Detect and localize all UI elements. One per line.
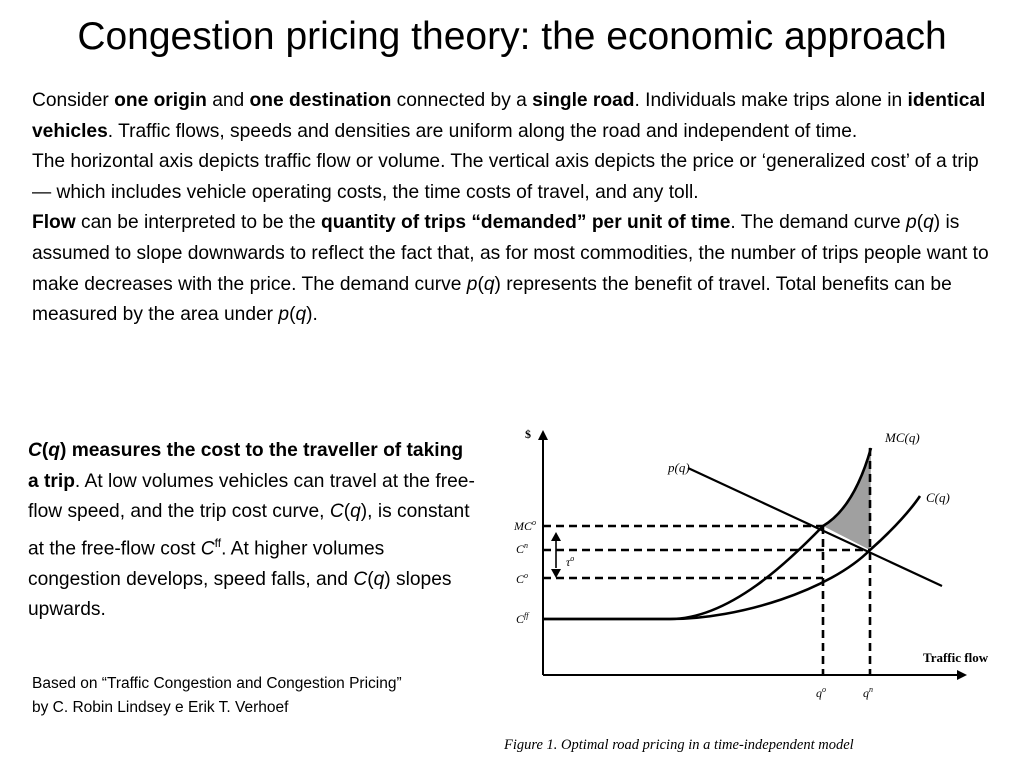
cn-tick-label: Cn xyxy=(516,541,528,556)
toll-arrow-head-top xyxy=(551,532,561,541)
toll-label: τo xyxy=(566,554,574,569)
source-citation: Based on “Traffic Congestion and Congest… xyxy=(32,675,402,716)
intro-paragraph-1: Consider one origin and one destination … xyxy=(32,90,986,142)
demand-curve xyxy=(687,467,943,587)
x-axis-label: Traffic flow xyxy=(923,650,989,665)
demand-label: p(q) xyxy=(667,460,690,475)
cost-label: C(q) xyxy=(926,490,950,505)
co-tick-label: Co xyxy=(516,571,528,586)
qo-tick-label: qo xyxy=(816,685,826,700)
road-pricing-figure: $ p(q) MC(q) C(q) MCo Cn Co Cff τo qo qn… xyxy=(500,420,1010,765)
slide-title: Congestion pricing theory: the economic … xyxy=(77,15,947,58)
figure-caption: Figure 1. Optimal road pricing in a time… xyxy=(503,737,854,753)
road-pricing-diagram: $ p(q) MC(q) C(q) MCo Cn Co Cff τo qo qn… xyxy=(503,427,989,753)
cff-tick-label: Cff xyxy=(516,611,530,626)
intro-text: Consider one origin and one destination … xyxy=(32,86,994,331)
toll-arrow-head-bottom xyxy=(551,569,561,578)
mco-tick-label: MCo xyxy=(513,518,536,533)
mc-label: MC(q) xyxy=(884,430,920,445)
qn-tick-label: qn xyxy=(863,685,873,700)
cost-explanation: C(q) measures the cost to the traveller … xyxy=(28,436,476,626)
y-axis-label: $ xyxy=(525,427,531,441)
cost-paragraph: C(q) measures the cost to the traveller … xyxy=(28,440,475,621)
mc-curve xyxy=(543,447,873,621)
deadweight-loss-area xyxy=(823,448,871,550)
intro-paragraph-2: The horizontal axis depicts traffic flow… xyxy=(32,151,979,203)
reference-lines xyxy=(543,448,872,675)
intro-paragraph-3: Flow can be interpreted to be the quanti… xyxy=(32,212,989,326)
cost-curve xyxy=(543,495,922,621)
